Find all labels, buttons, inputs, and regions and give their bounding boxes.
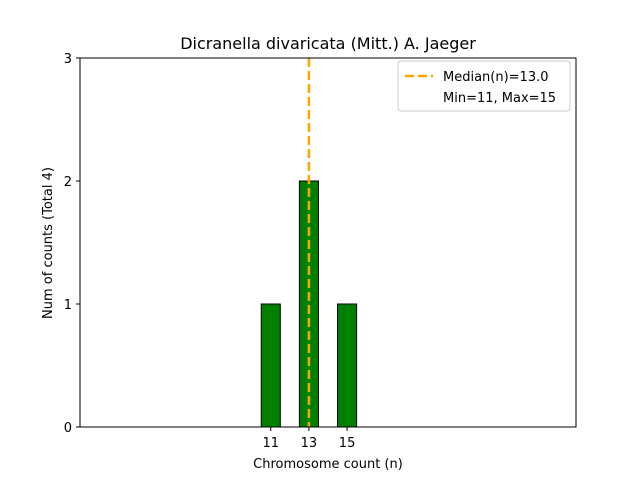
x-axis-ticks: 11 13 15: [262, 427, 355, 451]
legend-entry-minmax: Min=11, Max=15: [443, 91, 556, 106]
x-tick-label: 15: [339, 436, 356, 451]
y-axis-label: Num of counts (Total 4): [41, 167, 56, 319]
y-tick-label: 0: [64, 421, 72, 436]
bar-15: [337, 303, 358, 428]
bar-11: [260, 303, 281, 428]
plot-frame: [79, 57, 577, 428]
legend-entry-median: Median(n)=13.0: [443, 70, 549, 85]
y-tick-label: 3: [64, 52, 72, 67]
x-tick-label: 13: [301, 436, 318, 451]
x-tick-label: 11: [262, 436, 279, 451]
bars-group: [260, 180, 358, 428]
legend-box: [397, 60, 571, 112]
x-axis-label: Chromosome count (n): [253, 457, 403, 472]
y-axis-ticks: 0 1 2 3: [64, 52, 80, 436]
chart-title: Dicranella divaricata (Mitt.) A. Jaeger: [180, 34, 476, 53]
y-tick-label: 2: [64, 175, 72, 190]
legend: Median(n)=13.0 Min=11, Max=15: [397, 60, 571, 112]
y-tick-label: 1: [64, 298, 72, 313]
